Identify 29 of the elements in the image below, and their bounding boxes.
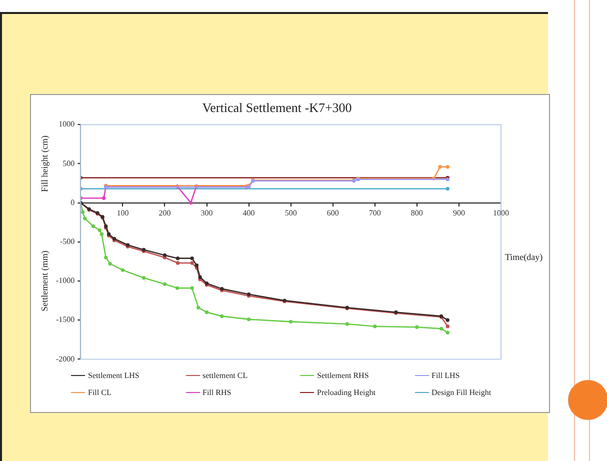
x-tick-label: 900 [452,208,465,218]
y-tick-label: 1000 [58,120,75,129]
y-axis-title: Settlement (mm) [39,250,50,312]
legend-label: Design Fill Height [432,388,492,397]
x-tick-label: 400 [242,208,255,218]
x-tick-label: 500 [284,208,297,218]
legend-label: settlement CL [202,371,248,380]
x-tick-label: 700 [368,208,381,218]
legend-label: Fill RHS [202,388,232,397]
x-axis-title: Time(day) [505,252,543,262]
x-tick-label: 1000 [493,208,509,218]
y-tick-label: 500 [62,158,75,168]
legend-label: Settlement LHS [88,371,140,380]
y-tick-label: -2000 [56,354,75,364]
chart-title: Vertical Settlement -K7+300 [202,100,352,116]
legend-label: Settlement RHS [317,371,369,380]
y-tick-label: -500 [60,236,75,246]
legend-label: Fill CL [88,388,112,397]
x-tick-label: 800 [410,208,423,218]
x-tick-label: 100 [116,208,129,218]
legend-label: Preloading Height [317,388,376,397]
legend-label: Fill LHS [432,371,460,380]
text: Fill height (cm) [39,135,50,192]
x-tick-label: 300 [200,208,213,218]
x-tick-label: 600 [326,208,339,218]
y-tick-label: 0 [70,198,75,207]
x-tick-label: 200 [158,208,171,218]
y-tick-label: -1000 [56,276,75,286]
y-tick-label: -1500 [56,315,75,324]
